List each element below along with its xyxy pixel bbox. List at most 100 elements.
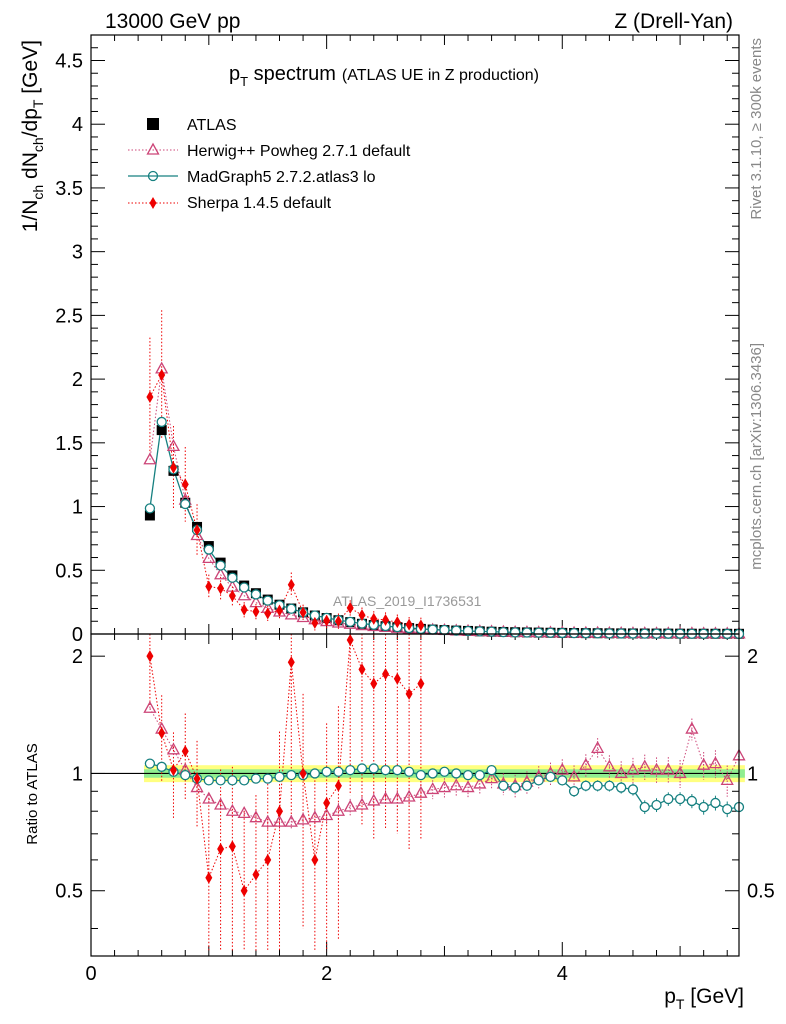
madgraph-ratio-point: [686, 795, 698, 807]
legend-marker-herwig: [146, 142, 160, 155]
sherpa-ratio-point: [146, 650, 154, 663]
madgraph-ratio-point: [545, 771, 556, 783]
madgraph-main-point: [215, 560, 226, 571]
herwig-ratio-point: [190, 780, 204, 793]
sherpa-main-point: [311, 616, 319, 629]
herwig-ratio-point: [591, 740, 605, 753]
sherpa-ratio-point: [205, 871, 213, 884]
ylabel-sub2: ch: [30, 137, 46, 152]
madgraph-ratio-point: [439, 766, 450, 777]
main-y-tick-label: 0.5: [55, 560, 83, 582]
sherpa-main-point: [358, 609, 366, 622]
herwig-main-point: [202, 551, 216, 564]
title-rest: spectrum: [248, 63, 336, 85]
herwig-ratio-point: [661, 762, 675, 775]
madgraph-ratio-point: [604, 780, 615, 791]
madgraph-ratio-point: [227, 775, 238, 786]
madgraph-ratio-point: [498, 780, 509, 791]
herwig-ratio-point: [414, 785, 428, 798]
sherpa-main-point: [417, 619, 425, 632]
analysis-watermark: ATLAS_2019_I1736531: [333, 593, 482, 609]
madgraph-main-point: [545, 627, 556, 638]
herwig-ratio-point: [402, 789, 416, 802]
herwig-main-point: [237, 588, 251, 601]
herwig-ratio-point: [214, 797, 228, 810]
sherpa-ratio-point: [193, 772, 201, 785]
sherpa-ratio-point: [393, 672, 401, 685]
herwig-main-point: [166, 439, 181, 452]
madgraph-ratio-point: [663, 793, 674, 805]
sherpa-main-line: [149, 373, 421, 626]
herwig-ratio-point: [249, 810, 263, 823]
madgraph-ratio-point: [580, 780, 591, 791]
sherpa-main-point: [287, 578, 295, 591]
herwig-ratio-point: [449, 778, 463, 791]
sherpa-main-point: [370, 612, 378, 625]
x-tick-label: 2: [321, 963, 332, 985]
madgraph-ratio-point: [509, 782, 521, 793]
madgraph-main-point: [462, 625, 474, 637]
legend-marker-atlas: [147, 118, 159, 130]
legend-label-atlas: ATLAS: [187, 117, 237, 134]
ylabel-sub1: ch: [30, 185, 46, 200]
herwig-ratio-point: [331, 803, 346, 816]
herwig-ratio-point: [308, 810, 322, 823]
herwig-main-point: [143, 452, 157, 465]
main-y-tick-label: 2.5: [55, 305, 83, 327]
sherpa-main-point: [346, 601, 354, 614]
sherpa-main-point: [217, 582, 225, 595]
sherpa-main-point: [299, 606, 307, 619]
legend-entry-herwig: Herwig++ Powheg 2.7.1 default: [128, 142, 411, 160]
madgraph-ratio-point: [627, 784, 639, 795]
sherpa-ratio-point: [252, 868, 260, 881]
madgraph-main-point: [180, 498, 191, 510]
sherpa-ratio-point: [358, 663, 366, 676]
madgraph-main-point: [439, 624, 450, 636]
legend-entry-madgraph: MadGraph5 2.7.2.atlas3 lo: [128, 169, 376, 186]
madgraph-ratio-point: [203, 775, 214, 786]
madgraph-ratio-point: [368, 763, 379, 774]
herwig-ratio-point: [143, 700, 157, 713]
madgraph-main-point: [451, 625, 462, 636]
herwig-ratio-point: [685, 721, 699, 734]
madgraph-ratio-point: [674, 793, 686, 805]
sherpa-ratio-point: [287, 656, 295, 669]
madgraph-main-point: [227, 572, 238, 583]
x-axis-label: pT [GeV]: [664, 985, 744, 1012]
madgraph-ratio-point: [474, 770, 485, 781]
main-y-tick-label: 4.5: [55, 50, 83, 72]
madgraph-ratio-point: [156, 761, 167, 772]
sherpa-main-point: [334, 615, 342, 628]
ratio-y-tick-label-right: 1: [747, 763, 758, 785]
sherpa-main-point: [323, 614, 331, 627]
herwig-ratio-point: [343, 799, 357, 812]
madgraph-main-point: [156, 416, 167, 428]
madgraph-main-point: [521, 627, 533, 638]
ylabel-sub3: T: [30, 99, 46, 108]
sherpa-ratio-point: [264, 853, 272, 866]
madgraph-ratio-point: [722, 803, 733, 815]
madgraph-ratio-point: [698, 801, 709, 813]
madgraph-main-point: [557, 627, 568, 639]
madgraph-ratio-point: [250, 773, 262, 784]
herwig-ratio-point: [272, 814, 287, 827]
herwig-ratio-point: [708, 756, 723, 769]
madgraph-ratio-point: [486, 764, 497, 776]
x-tick-label: 4: [557, 963, 568, 985]
herwig-ratio-point: [567, 769, 581, 782]
sherpa-main-point: [382, 614, 390, 627]
herwig-ratio-point: [720, 773, 734, 786]
herwig-ratio-point: [673, 766, 687, 779]
ratio-y-tick-label: 1: [72, 763, 83, 785]
sherpa-ratio-point: [276, 805, 284, 818]
sherpa-ratio-point: [405, 687, 413, 700]
rivet-label: Rivet 3.1.10, ≥ 300k events: [748, 38, 765, 220]
herwig-ratio-point: [237, 805, 251, 818]
ratio-y-axis-label: Ratio to ATLAS: [24, 743, 41, 844]
herwig-ratio-point: [555, 762, 569, 775]
sherpa-main-point: [169, 461, 177, 474]
sherpa-ratio-point: [417, 677, 425, 690]
madgraph-ratio-point: [521, 780, 533, 791]
herwig-ratio-point: [473, 776, 487, 789]
